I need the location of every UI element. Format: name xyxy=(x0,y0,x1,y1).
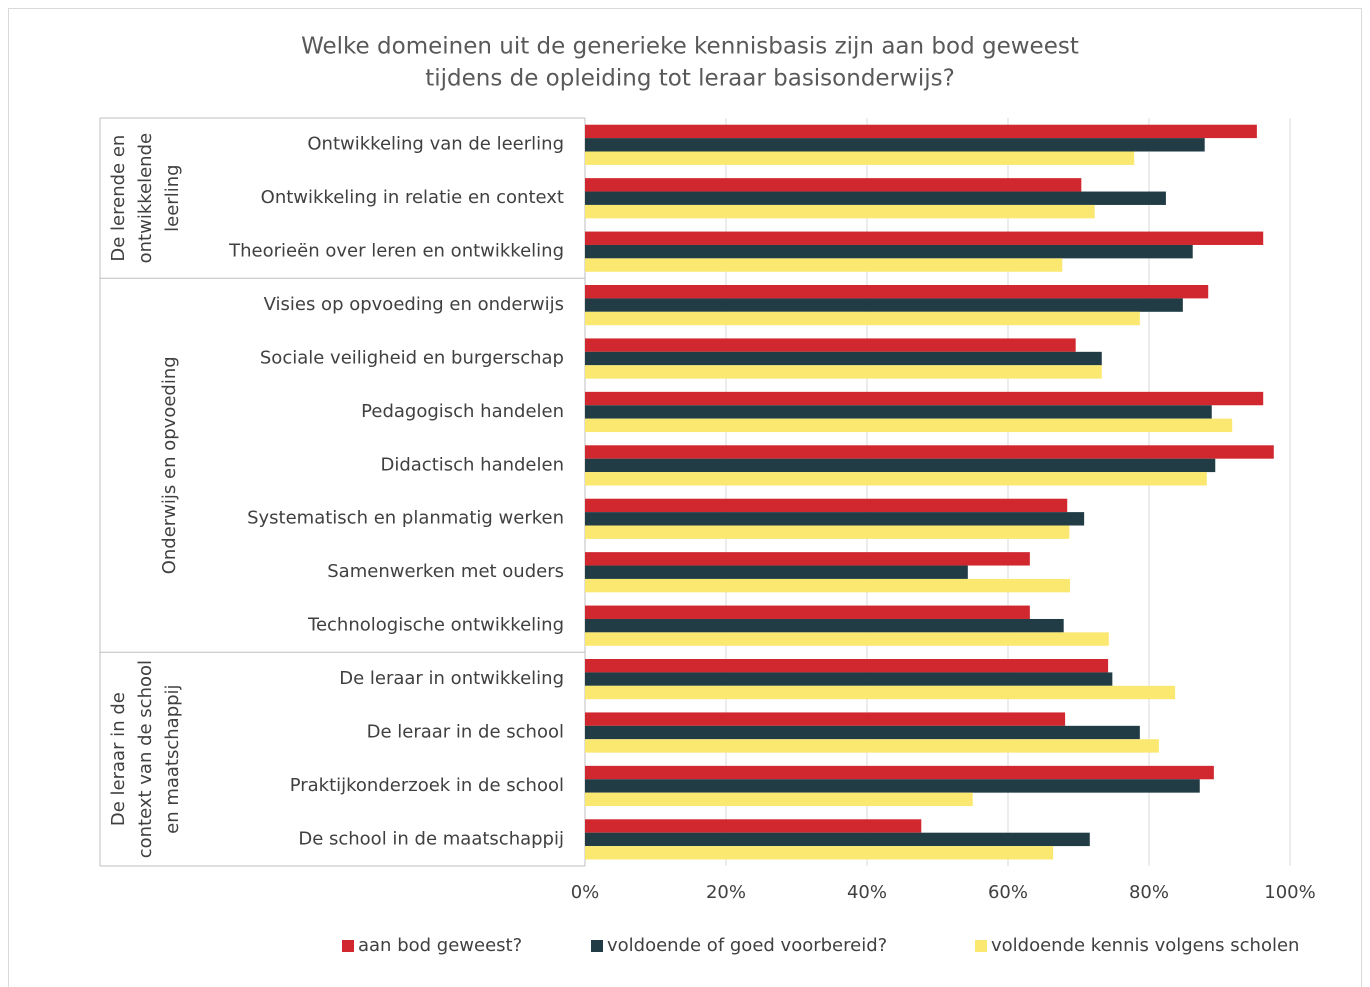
bar xyxy=(585,231,1264,245)
bar xyxy=(585,525,1070,539)
bar xyxy=(585,565,968,579)
bar xyxy=(585,672,1113,686)
bar xyxy=(585,138,1205,152)
group-label: De leraar in de xyxy=(108,692,129,826)
bar xyxy=(585,632,1109,646)
x-tick-label: 80% xyxy=(1129,882,1169,903)
bar xyxy=(585,191,1166,205)
bar xyxy=(585,605,1030,619)
y-tick-label: Ontwikkeling in relatie en context xyxy=(261,187,564,208)
bar xyxy=(585,618,1064,633)
bar xyxy=(585,445,1274,459)
bar xyxy=(585,338,1076,352)
bar xyxy=(585,298,1183,312)
bar xyxy=(585,725,1140,740)
bar xyxy=(585,739,1159,753)
x-tick-label: 0% xyxy=(571,882,600,903)
bar xyxy=(585,285,1209,299)
legend-label: aan bod geweest? xyxy=(358,935,522,956)
bar xyxy=(585,351,1102,366)
group-label: context van de school xyxy=(135,660,156,858)
bar xyxy=(585,792,973,807)
bar xyxy=(585,832,1090,847)
legend-swatch xyxy=(342,940,354,952)
bar xyxy=(585,819,922,833)
bar xyxy=(585,391,1264,406)
bar xyxy=(585,405,1212,419)
bar xyxy=(585,779,1200,793)
legend-label: voldoende of goed voorbereid? xyxy=(607,935,887,956)
y-tick-label: Ontwikkeling van de leerling xyxy=(307,134,564,155)
y-tick-label: Visies op opvoeding en onderwijs xyxy=(264,294,564,315)
bar xyxy=(585,204,1095,219)
bar xyxy=(585,124,1257,139)
bar xyxy=(585,178,1082,192)
legend-swatch xyxy=(591,940,603,952)
bar xyxy=(585,765,1214,780)
y-tick-label: De leraar in de school xyxy=(367,721,564,742)
y-tick-label: Praktijkonderzoek in de school xyxy=(290,775,564,796)
bar xyxy=(585,258,1063,272)
bar xyxy=(585,846,1054,860)
y-tick-label: Samenwerken met ouders xyxy=(327,561,564,582)
bar xyxy=(585,578,1071,593)
group-label: De lerende en xyxy=(108,135,129,262)
bar xyxy=(585,659,1109,673)
x-tick-label: 40% xyxy=(847,882,887,903)
bar xyxy=(585,365,1102,379)
legend-label: voldoende kennis volgens scholen xyxy=(991,935,1299,956)
bar xyxy=(585,552,1030,566)
y-tick-label: Systematisch en planmatig werken xyxy=(247,508,564,529)
x-tick-label: 20% xyxy=(706,882,746,903)
x-tick-label: 60% xyxy=(988,882,1028,903)
y-tick-label: Technologische ontwikkeling xyxy=(307,615,564,636)
bar xyxy=(585,498,1068,513)
y-tick-label: Didactisch handelen xyxy=(380,454,564,475)
legend-swatch xyxy=(975,940,987,952)
y-tick-label: Pedagogisch handelen xyxy=(361,401,564,422)
y-tick-label: Theorieën over leren en ontwikkeling xyxy=(228,241,564,262)
bar xyxy=(585,244,1193,259)
bar xyxy=(585,458,1216,473)
y-tick-label: De school in de maatschappij xyxy=(298,828,564,849)
y-tick-label: De leraar in ontwikkeling xyxy=(339,668,564,689)
y-tick-label: Sociale veiligheid en burgerschap xyxy=(260,347,564,368)
group-label: en maatschappij xyxy=(162,684,183,833)
group-label: leerling xyxy=(162,164,183,231)
bar xyxy=(585,151,1135,165)
group-label: ontwikkelende xyxy=(135,133,156,263)
group-label: Onderwijs en opvoeding xyxy=(159,356,180,574)
chart-title: Welke domeinen uit de generieke kennisba… xyxy=(301,34,1079,60)
bar xyxy=(585,712,1066,726)
bar xyxy=(585,472,1207,486)
bar xyxy=(585,685,1176,700)
bar xyxy=(585,311,1140,326)
chart-title: tijdens de opleiding tot leraar basisond… xyxy=(425,66,955,92)
bar xyxy=(585,418,1233,433)
bar xyxy=(585,512,1085,526)
x-tick-label: 100% xyxy=(1264,882,1315,903)
